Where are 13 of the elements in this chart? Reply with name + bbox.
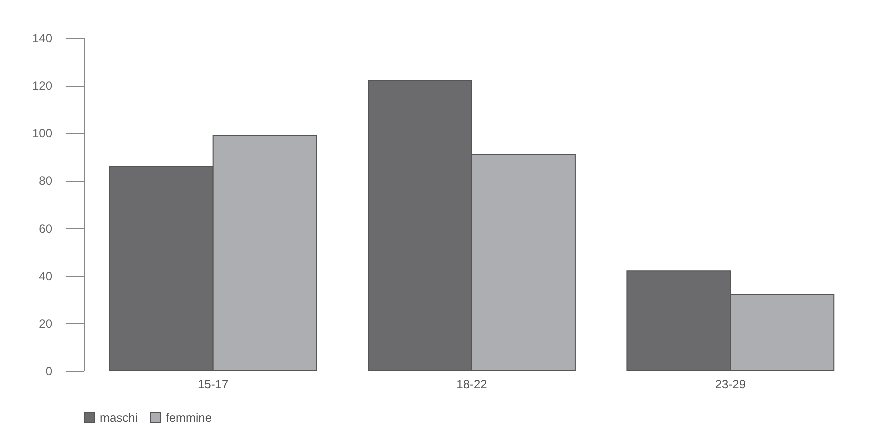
y-tick-label: 20 xyxy=(39,316,53,331)
y-tick-label: 100 xyxy=(32,126,53,141)
legend-label: maschi xyxy=(100,411,138,425)
legend-label: femmine xyxy=(166,411,212,425)
y-tick-label: 120 xyxy=(32,79,53,94)
x-tick-label: 15-17 xyxy=(198,378,229,392)
y-tick-label: 140 xyxy=(32,32,53,46)
y-tick-label: 60 xyxy=(39,222,53,236)
x-tick-label: 23-29 xyxy=(715,378,746,392)
y-tick-label: 0 xyxy=(46,364,53,378)
y-tick-label: 40 xyxy=(39,269,53,284)
y-tick-label: 80 xyxy=(39,174,53,188)
x-tick-label: 18-22 xyxy=(456,378,488,392)
